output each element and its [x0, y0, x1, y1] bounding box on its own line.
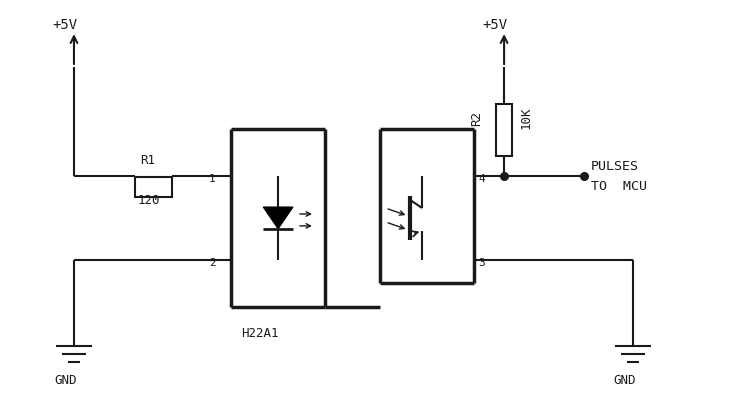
Text: PULSES: PULSES — [590, 160, 639, 173]
Text: 4: 4 — [478, 174, 485, 184]
Text: H22A1: H22A1 — [241, 327, 278, 340]
Text: 1: 1 — [209, 174, 216, 184]
Text: +5V: +5V — [52, 18, 77, 32]
Text: 3: 3 — [478, 257, 485, 268]
Text: TO  MCU: TO MCU — [590, 180, 646, 193]
Bar — [496, 104, 512, 156]
Text: +5V: +5V — [482, 18, 507, 32]
Text: R1: R1 — [141, 154, 155, 167]
Text: GND: GND — [54, 374, 77, 387]
Bar — [135, 177, 172, 197]
Text: R2: R2 — [470, 111, 483, 125]
Text: 120: 120 — [138, 194, 160, 207]
Text: 10K: 10K — [520, 107, 532, 129]
Text: GND: GND — [613, 374, 636, 387]
Polygon shape — [263, 207, 293, 229]
Text: 2: 2 — [209, 257, 216, 268]
